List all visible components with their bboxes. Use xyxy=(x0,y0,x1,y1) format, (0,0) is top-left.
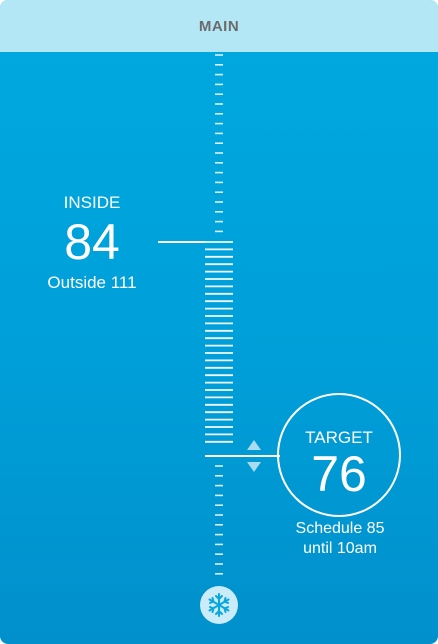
increase-target-arrow-icon[interactable] xyxy=(247,440,261,450)
outside-temperature: Outside 111 xyxy=(47,273,137,292)
page-title: MAIN xyxy=(198,17,240,35)
target-temperature: 76 xyxy=(311,446,367,502)
decrease-target-arrow-icon[interactable] xyxy=(247,462,261,472)
snowflake-icon xyxy=(208,593,230,617)
schedule-line-2: until 10am xyxy=(303,540,377,557)
inside-temperature-block: INSIDE 84 Outside 111 xyxy=(22,192,162,294)
inside-label: INSIDE xyxy=(63,193,121,212)
schedule-line-1: Schedule 85 xyxy=(295,520,385,537)
inside-pointer-line xyxy=(158,241,205,243)
target-pointer-line xyxy=(205,455,280,457)
inside-temperature: 84 xyxy=(64,214,120,270)
target-label: TARGET xyxy=(305,428,373,447)
top-bar: MAIN xyxy=(0,0,438,52)
schedule-info: Schedule 85 until 10am xyxy=(270,519,410,559)
mode-button[interactable] xyxy=(200,586,238,624)
target-temperature-dial[interactable]: TARGET 76 xyxy=(277,393,401,517)
